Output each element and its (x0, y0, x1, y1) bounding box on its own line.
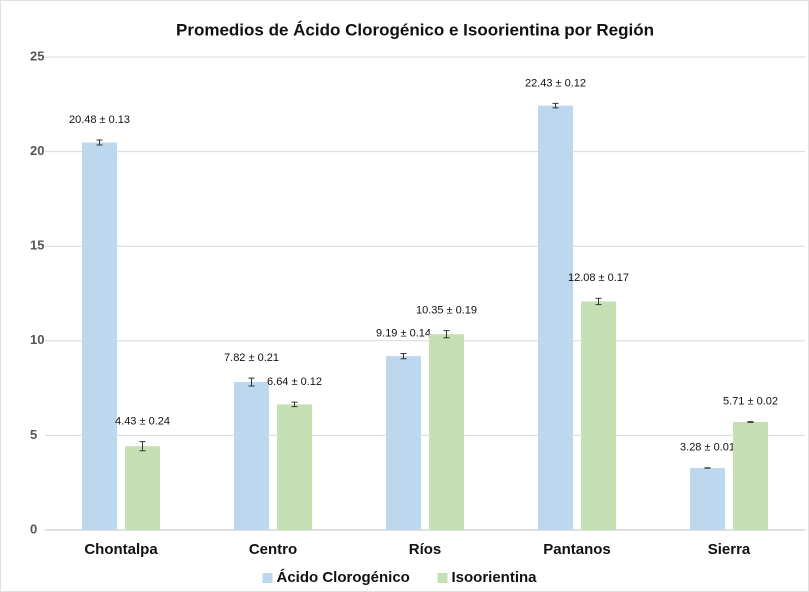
error-bar (552, 102, 559, 109)
legend-swatch (437, 573, 448, 583)
bar (386, 356, 421, 530)
chart-title: Promedios de Ácido Clorogénico e Isoorie… (176, 20, 654, 39)
value-label: 7.82 ± 0.21 (224, 352, 279, 364)
value-label: 9.19 ± 0.14 (376, 327, 431, 339)
x-tick-label: Chontalpa (84, 541, 158, 558)
error-bar (96, 139, 103, 146)
bar (538, 105, 573, 531)
bar (429, 334, 464, 530)
bar (690, 467, 725, 530)
value-label: 10.35 ± 0.19 (416, 304, 477, 316)
y-tick-label: 20 (30, 143, 44, 158)
bar (581, 301, 616, 530)
bar (82, 142, 117, 530)
y-tick-label: 5 (30, 427, 37, 442)
y-tick-label: 15 (30, 238, 44, 253)
error-bar (747, 421, 754, 423)
legend-swatch (262, 573, 273, 583)
error-bar (291, 401, 298, 408)
bar (234, 382, 269, 530)
value-label: 22.43 ± 0.12 (525, 77, 586, 89)
x-tick-label: Centro (249, 541, 297, 558)
error-bar (139, 441, 146, 452)
bar (277, 404, 312, 530)
value-label: 6.64 ± 0.12 (267, 376, 322, 388)
error-bar (248, 377, 255, 387)
x-tick-label: Sierra (708, 541, 751, 558)
y-tick-label: 0 (30, 521, 37, 536)
bar (125, 446, 160, 530)
value-label: 20.48 ± 0.13 (69, 114, 130, 126)
value-label: 3.28 ± 0.01 (680, 442, 735, 454)
bar (733, 421, 768, 530)
value-label: 5.71 ± 0.02 (723, 395, 778, 407)
y-tick-label: 10 (30, 332, 44, 347)
error-bar (400, 352, 407, 360)
error-bar (443, 330, 450, 339)
legend-label: Ácido Clorogénico (277, 569, 410, 586)
x-tick-label: Ríos (409, 541, 442, 558)
legend-label: Isoorientina (452, 569, 538, 586)
x-tick-label: Pantanos (543, 541, 611, 558)
error-bar (595, 297, 602, 306)
value-label: 4.43 ± 0.24 (115, 416, 170, 428)
value-label: 12.08 ± 0.17 (568, 272, 629, 284)
y-tick-label: 25 (30, 48, 44, 63)
